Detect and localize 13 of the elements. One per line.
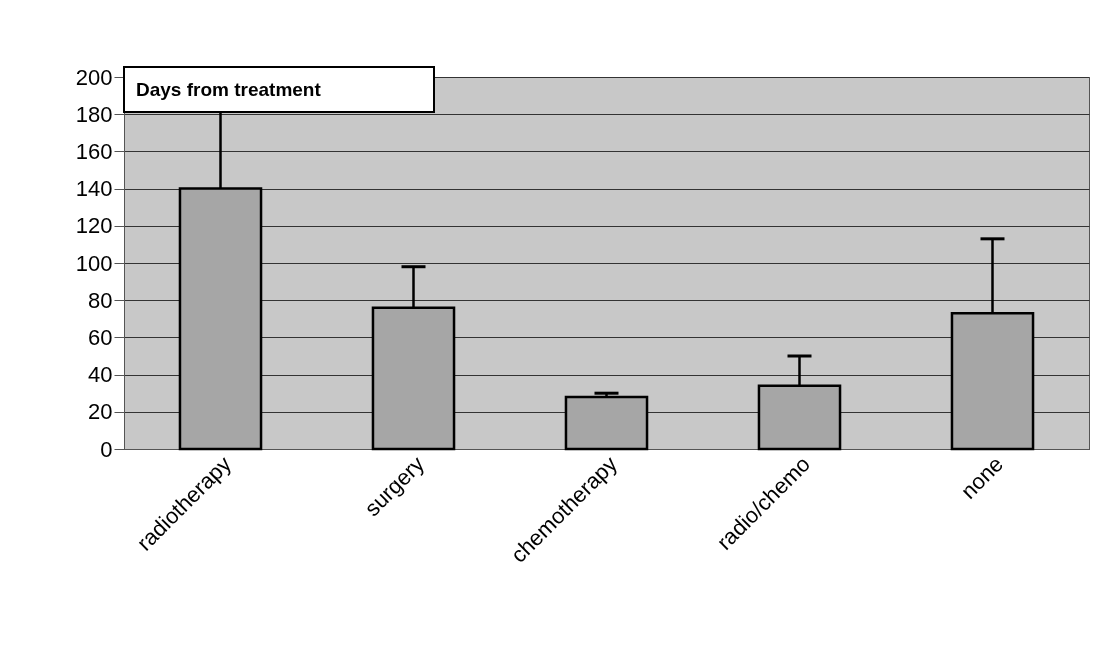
- y-tick-label: 180: [75, 101, 113, 127]
- bar: [564, 395, 649, 451]
- y-tick-label: 40: [88, 362, 113, 388]
- y-tick-label: 160: [75, 138, 113, 164]
- y-tick-label: 100: [75, 250, 113, 276]
- y-tick-label: 60: [88, 324, 113, 350]
- y-tick-label: 140: [75, 176, 113, 202]
- y-tick-label: 20: [88, 399, 113, 425]
- y-tick-label: 0: [100, 436, 113, 462]
- y-tick-label: 120: [75, 213, 113, 239]
- chart-title: Days from treatment: [136, 79, 322, 100]
- y-tick-label: 80: [88, 287, 113, 313]
- y-tick-label: 200: [75, 64, 113, 90]
